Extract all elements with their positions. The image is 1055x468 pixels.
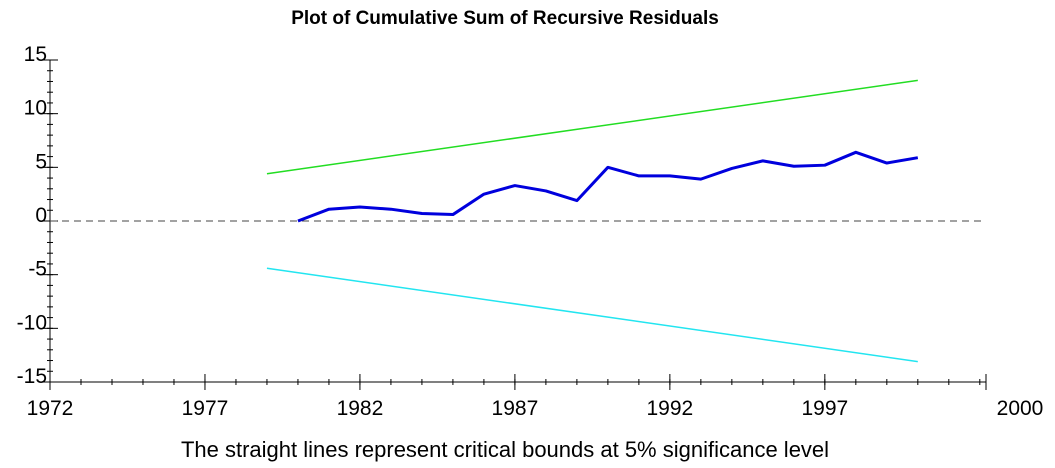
y-tick-label: 10 xyxy=(24,97,47,120)
x-tick-label: 1987 xyxy=(492,397,539,420)
series-line xyxy=(266,79,918,175)
x-tick-label: 1977 xyxy=(182,397,229,420)
y-tick-label: -15 xyxy=(17,365,47,388)
y-tick-label: 15 xyxy=(24,43,47,66)
x-tick-label: 1972 xyxy=(27,397,74,420)
x-tick-label: 1992 xyxy=(647,397,694,420)
series-line xyxy=(266,267,918,363)
y-tick-label: 0 xyxy=(35,204,47,227)
x-tick-label: 1997 xyxy=(801,397,848,420)
series-line xyxy=(297,150,919,223)
caption: The straight lines represent critical bo… xyxy=(181,437,829,462)
chart-title: Plot of Cumulative Sum of Recursive Resi… xyxy=(291,8,719,29)
y-tick-label: 5 xyxy=(35,150,47,173)
y-tick-label: -10 xyxy=(17,311,47,334)
y-tick-label: -5 xyxy=(28,258,47,281)
x-tick-label: 1982 xyxy=(337,397,384,420)
x-end-label: 2000 xyxy=(997,397,1044,420)
